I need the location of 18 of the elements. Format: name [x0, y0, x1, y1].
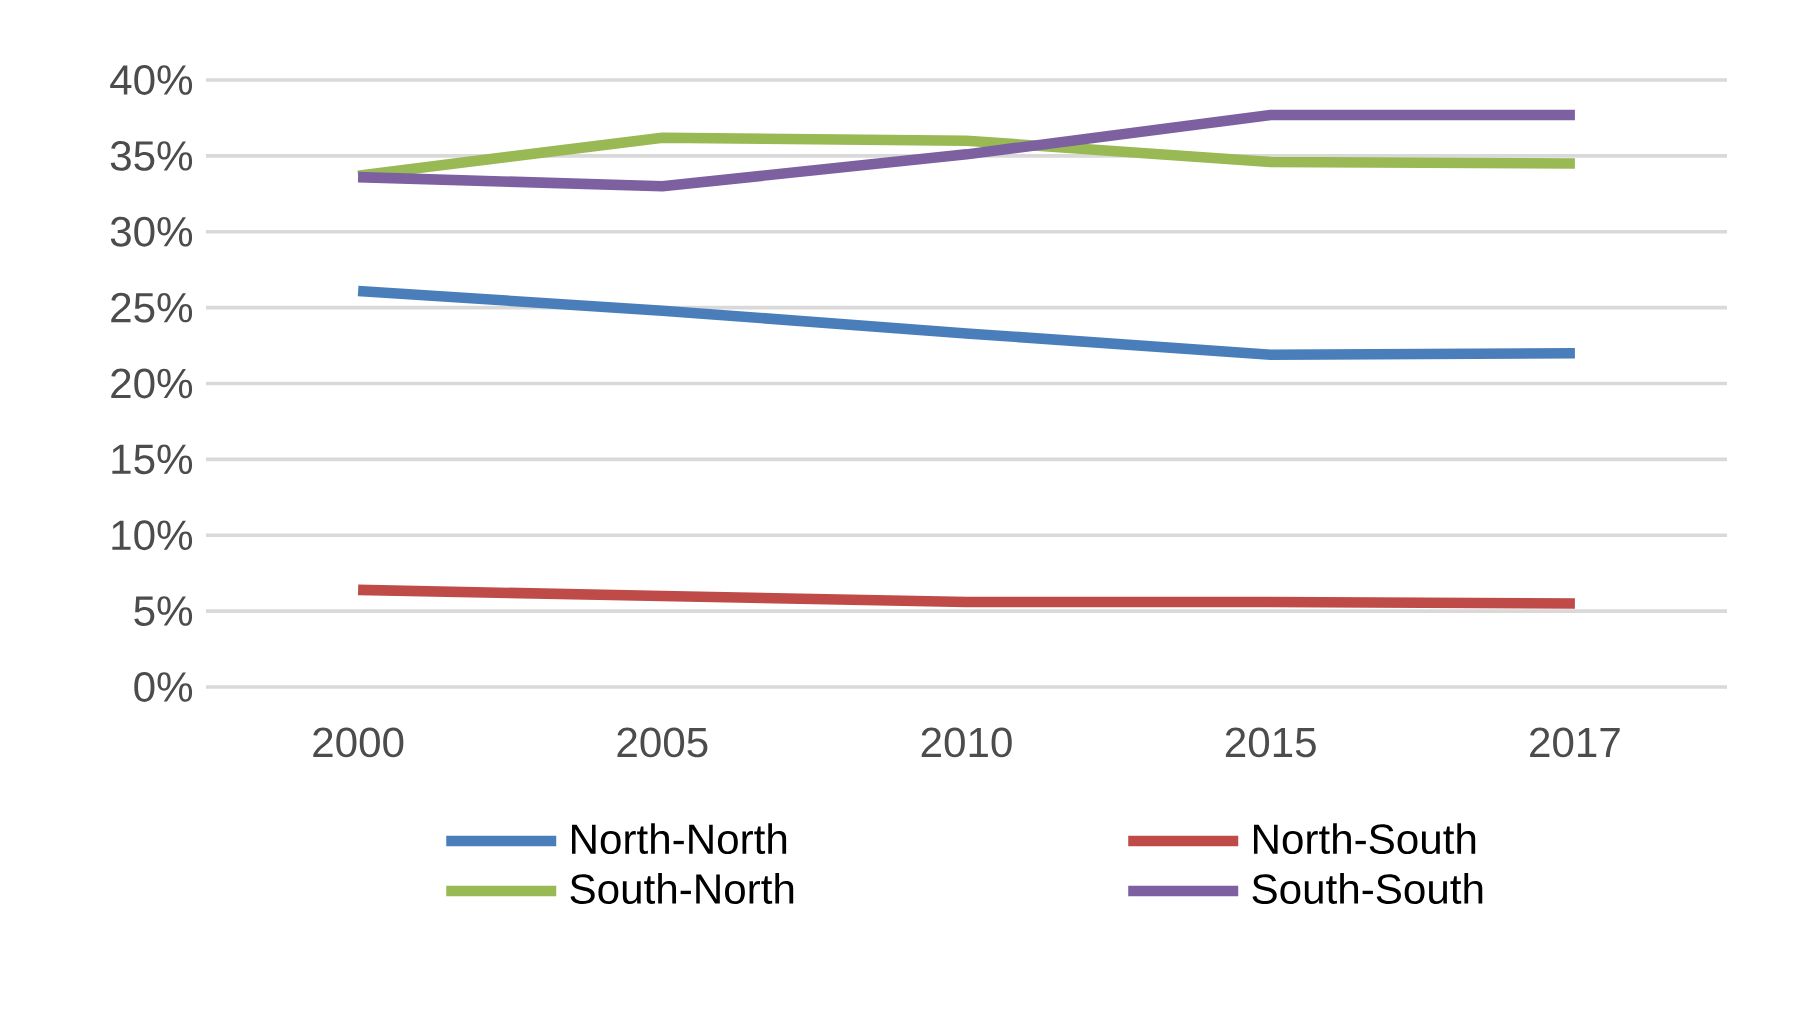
- x-tick-label: 2015: [1225, 727, 1316, 758]
- y-tick-label: 30%: [110, 216, 193, 247]
- y-tick-label: 35%: [110, 140, 193, 171]
- y-tick-label: 20%: [111, 368, 193, 399]
- legend-label: South-North: [570, 873, 794, 904]
- legend-label: South-South: [1252, 873, 1483, 904]
- y-tick-label: 5%: [134, 596, 193, 626]
- y-tick-label: 40%: [110, 65, 193, 95]
- y-tick-label: 15%: [112, 444, 193, 475]
- legend-label: North-North: [572, 823, 787, 855]
- legend-label: North-South: [1254, 823, 1476, 855]
- x-tick-label: 2010: [921, 727, 1012, 758]
- x-tick-label: 2005: [617, 727, 708, 758]
- x-tick-label: 2017: [1530, 727, 1620, 758]
- y-tick-label: 10%: [112, 520, 193, 551]
- y-tick-label: 0%: [134, 672, 193, 702]
- y-tick-label: 25%: [111, 292, 193, 323]
- x-tick-label: 2000: [313, 727, 404, 758]
